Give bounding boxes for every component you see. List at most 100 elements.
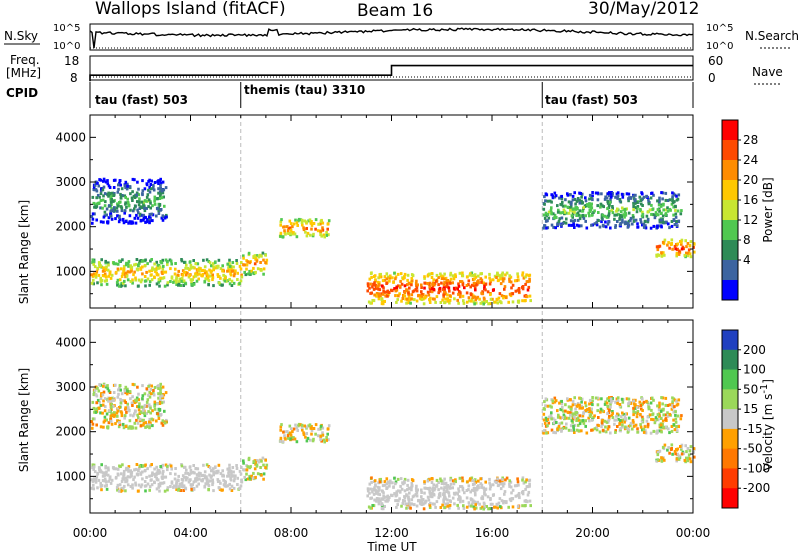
velocity-cell — [179, 489, 183, 492]
velocity-cell — [615, 418, 618, 422]
velocity-cell — [478, 502, 481, 506]
power-cell — [553, 213, 557, 217]
velocity-colorbar-tick-label: -100 — [743, 461, 770, 475]
power-cell — [452, 277, 456, 281]
velocity-cell — [107, 468, 110, 472]
power-cell — [265, 258, 269, 262]
velocity-cell — [379, 499, 382, 503]
power-cell — [310, 223, 314, 227]
velocity-cell — [641, 415, 644, 419]
power-cell — [194, 272, 197, 276]
velocity-cell — [383, 480, 387, 484]
power-cell — [142, 213, 145, 217]
power-cell — [161, 272, 164, 275]
velocity-colorbar-swatch — [722, 448, 738, 469]
velocity-cell — [153, 386, 157, 389]
velocity-cell — [443, 506, 446, 510]
velocity-cell — [248, 476, 252, 480]
velocity-cell — [196, 473, 200, 477]
velocity-cell — [482, 507, 485, 511]
velocity-cell — [162, 393, 166, 397]
power-cell — [516, 272, 519, 276]
power-cell — [203, 271, 207, 275]
power-cell — [156, 207, 159, 211]
velocity-cell — [671, 452, 674, 456]
velocity-cell — [435, 500, 439, 504]
power-cell — [461, 281, 465, 285]
velocity-cell — [426, 479, 430, 483]
power-cell — [303, 219, 306, 223]
velocity-cell — [138, 466, 141, 470]
power-cell — [597, 219, 600, 223]
power-cell — [432, 287, 435, 291]
power-cell — [660, 191, 663, 195]
velocity-cell — [153, 472, 156, 476]
velocity-cell — [521, 492, 525, 496]
velocity-cell — [567, 416, 571, 420]
power-cell — [501, 279, 505, 283]
nave-tick-top: 60 — [708, 54, 723, 68]
power-cell — [580, 192, 584, 196]
power-cell — [571, 194, 575, 198]
velocity-cell — [672, 423, 676, 427]
power-cell — [94, 275, 98, 279]
power-cell — [465, 284, 469, 287]
power-cell — [102, 220, 105, 224]
power-cell — [626, 225, 630, 229]
velocity-cell — [571, 415, 575, 419]
velocity-cell — [124, 391, 127, 395]
velocity-cell — [573, 396, 576, 400]
velocity-cell — [582, 421, 586, 425]
velocity-cell — [119, 388, 122, 392]
power-cell — [122, 221, 126, 225]
velocity-cell — [128, 425, 131, 429]
power-cell — [139, 280, 143, 284]
power-cell — [658, 196, 661, 200]
power-cell — [622, 207, 626, 211]
velocity-cell — [573, 415, 576, 419]
velocity-cell — [91, 422, 95, 426]
power-cell — [149, 206, 152, 210]
velocity-cell — [145, 411, 148, 415]
velocity-cell — [301, 428, 304, 432]
power-cell — [119, 194, 123, 198]
power-cell — [110, 198, 113, 201]
power-cell — [528, 279, 531, 283]
velocity-cell — [284, 437, 287, 441]
velocity-cell — [569, 424, 573, 428]
power-cell — [239, 267, 243, 271]
velocity-cell — [106, 425, 110, 429]
power-cell — [516, 299, 520, 303]
velocity-cell — [233, 477, 236, 481]
power-cell — [417, 293, 420, 297]
velocity-cell — [611, 410, 614, 413]
velocity-cell — [451, 486, 454, 490]
velocity-cell — [127, 407, 130, 411]
power-cell — [262, 267, 266, 271]
velocity-cell — [381, 484, 385, 488]
power-cell — [211, 276, 215, 280]
power-cell — [453, 287, 456, 291]
velocity-cell — [523, 499, 527, 503]
velocity-cell — [147, 403, 151, 407]
power-cell — [521, 271, 525, 275]
power-cell — [103, 272, 107, 276]
velocity-cell — [117, 392, 120, 396]
velocity-cell — [524, 504, 527, 507]
power-cell — [658, 244, 662, 248]
power-cell — [316, 229, 320, 233]
velocity-cell — [173, 477, 177, 481]
power-cell — [213, 266, 217, 270]
power-cell — [470, 299, 473, 303]
power-cell — [300, 218, 304, 222]
velocity-cell — [157, 387, 160, 390]
velocity-cell — [406, 488, 409, 492]
power-cell — [638, 195, 642, 199]
velocity-cell — [542, 431, 545, 435]
velocity-cell — [383, 505, 386, 508]
power-cell — [92, 260, 96, 264]
power-cell — [145, 199, 148, 203]
power-cell — [568, 206, 572, 210]
velocity-cell — [93, 470, 97, 474]
velocity-cell — [600, 425, 603, 429]
